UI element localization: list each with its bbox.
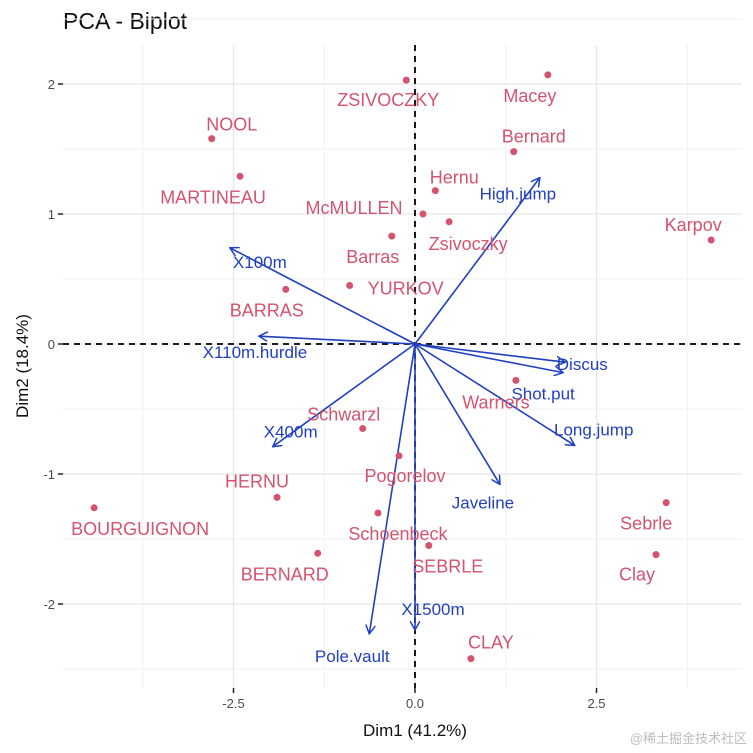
variable-arrow — [414, 178, 540, 345]
y-tick-label: 2 — [48, 77, 55, 92]
individual-point — [359, 425, 367, 432]
individual-label: Pogorelov — [364, 466, 445, 486]
individual-label: Sebrle — [620, 514, 672, 534]
individual-label: ZSIVOCZKY — [337, 90, 439, 110]
individual-label: YURKOV — [368, 279, 444, 299]
individual-label: MARTINEAU — [160, 187, 266, 207]
individual-label: Schoenbeck — [348, 524, 448, 544]
major-gridlines — [63, 45, 742, 688]
individual-point — [374, 509, 382, 517]
individual-label: HERNU — [225, 471, 289, 491]
individual-point — [544, 71, 552, 79]
individual-point — [467, 655, 475, 663]
variable-label: X1500m — [401, 600, 464, 619]
variable-label: X110m.hurdle — [203, 343, 308, 362]
variable-label: Discus — [557, 355, 608, 374]
individual-label: Barras — [346, 247, 399, 267]
individual-label: Hernu — [430, 168, 479, 188]
variable-arrow — [273, 343, 416, 447]
x-tick-label: 2.5 — [587, 696, 605, 711]
variable-arrows: High.jump X100m X110m.hurdle Discus Shot.put… — [203, 178, 633, 666]
individual-label: McMULLEN — [305, 198, 402, 218]
individual-point — [236, 172, 244, 180]
variable-arrow — [259, 336, 416, 345]
variable-label: X400m — [264, 423, 318, 442]
variable-label: Shot.put — [511, 385, 575, 404]
individual-point — [419, 210, 427, 218]
variable-label: X100m — [233, 253, 287, 272]
y-axis-ticks: -2 -1 0 1 2 — [43, 77, 63, 612]
individual-point — [431, 187, 439, 195]
x-axis-ticks: -2.5 0.0 2.5 — [222, 688, 606, 711]
y-tick-label: 0 — [48, 337, 55, 352]
individual-label: BARRAS — [230, 300, 304, 320]
individual-label: Schwarzl — [307, 405, 380, 425]
individual-point — [662, 499, 670, 507]
watermark: @稀土掘金技术社区 — [629, 731, 747, 746]
individual-point — [346, 282, 354, 289]
variable-label: Pole.vault — [315, 647, 390, 666]
reference-lines — [63, 45, 742, 688]
individual-point — [425, 542, 433, 549]
individual-point — [388, 232, 396, 240]
individual-point — [208, 135, 216, 143]
individual-point — [707, 236, 715, 244]
individual-label: Karpov — [665, 215, 722, 235]
individual-label: Warners — [462, 392, 529, 412]
individual-points: ZSIVOCZKY Macey Bernard NOOL MARTINEAU Hernu M… — [71, 71, 722, 663]
individual-point — [395, 452, 403, 460]
y-tick-label: -2 — [43, 597, 55, 612]
individual-point — [445, 218, 453, 226]
variable-arrow — [414, 343, 575, 445]
variable-arrow — [369, 343, 416, 634]
individual-point — [512, 376, 520, 384]
x-axis-title: Dim1 (41.2%) — [363, 721, 467, 740]
individual-label: Macey — [503, 86, 556, 106]
individual-point — [273, 493, 281, 501]
individual-label: BOURGUIGNON — [71, 519, 209, 539]
chart-title: PCA - Biplot — [63, 8, 187, 34]
variable-label: High.jump — [480, 185, 557, 204]
y-tick-label: -1 — [43, 467, 55, 482]
individual-point — [510, 148, 518, 156]
variable-arrow — [414, 343, 565, 362]
x-tick-label: -2.5 — [222, 696, 244, 711]
individual-point — [282, 285, 290, 293]
variable-arrow — [230, 248, 416, 345]
individual-point — [402, 76, 410, 84]
individual-label: NOOL — [206, 115, 257, 135]
variable-label: Javeline — [452, 493, 514, 512]
y-tick-label: 1 — [48, 207, 55, 222]
y-axis-title: Dim2 (18.4%) — [13, 314, 32, 418]
minor-gridlines — [63, 18, 742, 688]
individual-label: CLAY — [468, 633, 514, 653]
individual-label: Clay — [619, 565, 655, 585]
individual-point — [652, 551, 660, 559]
variable-label: Long.jump — [554, 420, 633, 439]
individual-label: Zsivoczky — [429, 234, 508, 254]
individual-label: SEBRLE — [412, 557, 483, 577]
individual-point — [90, 504, 98, 512]
individual-label: Bernard — [502, 127, 566, 147]
variable-arrow — [414, 343, 500, 484]
individual-point — [314, 549, 322, 557]
x-tick-label: 0.0 — [406, 696, 424, 711]
individual-label: BERNARD — [241, 564, 329, 584]
variable-arrow — [414, 343, 563, 373]
